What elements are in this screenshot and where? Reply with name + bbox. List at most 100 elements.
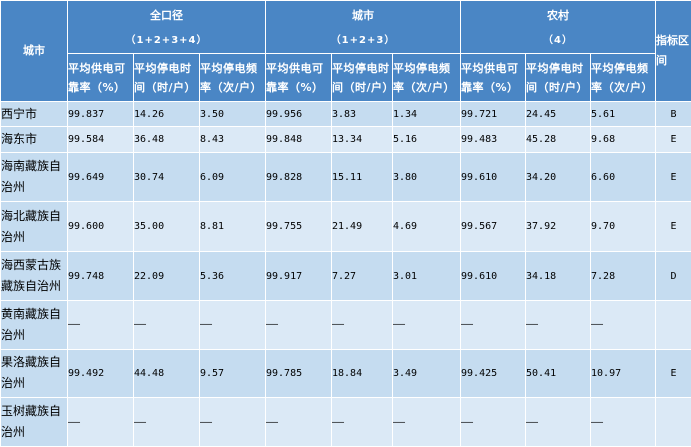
value-cell: —— — [590, 299, 657, 350]
group-header-rural: 农村 （4） — [460, 0, 657, 54]
index-range-cell — [655, 397, 691, 447]
value-cell: 36.48 — [133, 126, 200, 153]
index-range-cell: E — [655, 348, 691, 399]
table-row: 黄南藏族自治州 —— —— —— —— —— —— —— —— —— — [0, 299, 691, 350]
value-cell: 3.50 — [199, 100, 266, 128]
value-cell: 24.45 — [525, 100, 592, 128]
value-cell: 99.492 — [67, 348, 134, 399]
group-title: 城市 — [352, 9, 374, 22]
metric-header-outage-time: 平均停电时间（时/户） — [331, 53, 393, 102]
value-cell: 9.57 — [199, 348, 266, 399]
city-cell: 海南藏族自治州 — [0, 151, 68, 203]
metric-header-outage-frequency: 平均停电频率（次/户） — [391, 53, 462, 102]
value-cell: 18.84 — [331, 348, 393, 399]
value-cell: —— — [525, 299, 592, 350]
index-range-cell: B — [655, 100, 691, 128]
city-cell: 西宁市 — [0, 100, 68, 128]
value-cell: 44.48 — [133, 348, 200, 399]
table-row: 玉树藏族自治州 —— —— —— —— —— —— —— —— —— — [0, 397, 691, 447]
value-cell: —— — [460, 397, 527, 447]
value-cell: 34.18 — [525, 251, 592, 301]
metric-header-outage-time: 平均停电时间（时/户） — [525, 53, 592, 102]
value-cell: 5.61 — [590, 100, 657, 128]
table-row: 海北藏族自治州 99.600 35.00 8.81 99.755 21.49 4.69 99.… — [0, 201, 691, 253]
value-cell: 6.60 — [590, 151, 657, 203]
value-cell: 99.567 — [460, 201, 527, 253]
city-cell: 海北藏族自治州 — [0, 201, 68, 253]
value-cell: 8.81 — [199, 201, 266, 253]
value-cell: 21.49 — [331, 201, 393, 253]
group-header-all: 全口径 （1+2+3+4） — [67, 0, 266, 54]
value-cell: 10.97 — [590, 348, 657, 399]
table-row: 海东市 99.584 36.48 8.43 99.848 13.34 5.16 99.483 4… — [0, 126, 691, 153]
value-cell: 35.00 — [133, 201, 200, 253]
metric-header-outage-frequency: 平均停电频率（次/户） — [199, 53, 266, 102]
value-cell: 7.27 — [331, 251, 393, 301]
group-code: （4） — [543, 35, 574, 46]
value-cell: 99.584 — [67, 126, 134, 153]
value-cell: 3.80 — [391, 151, 462, 203]
index-range-cell: E — [655, 201, 691, 253]
value-cell: 45.28 — [525, 126, 592, 153]
metric-header-outage-time: 平均停电时间（时/户） — [133, 53, 200, 102]
value-cell: 50.41 — [525, 348, 592, 399]
value-cell: —— — [199, 397, 266, 447]
value-cell: 3.49 — [391, 348, 462, 399]
value-cell: 99.600 — [67, 201, 134, 253]
value-cell: 99.610 — [460, 251, 527, 301]
value-cell: 3.01 — [391, 251, 462, 301]
value-cell: 99.956 — [265, 100, 332, 128]
city-cell: 黄南藏族自治州 — [0, 299, 68, 350]
group-header-urban: 城市 （1+2+3） — [264, 0, 462, 54]
value-cell: 5.16 — [391, 126, 462, 153]
table-row: 海南藏族自治州 99.649 30.74 6.09 99.828 15.11 3.80 99.… — [0, 151, 691, 203]
value-cell: 6.09 — [199, 151, 266, 203]
value-cell: 99.917 — [265, 251, 332, 301]
value-cell: 14.26 — [133, 100, 200, 128]
metric-header-reliability: 平均供电可靠率（%） — [67, 53, 134, 102]
value-cell: —— — [525, 397, 592, 447]
value-cell: 99.483 — [460, 126, 527, 153]
index-range-header: 指标区间 — [655, 0, 691, 102]
value-cell: 99.610 — [460, 151, 527, 203]
value-cell: —— — [133, 397, 200, 447]
group-title: 全口径 — [150, 9, 183, 22]
value-cell: 99.755 — [265, 201, 332, 253]
value-cell: 99.828 — [265, 151, 332, 203]
value-cell: —— — [331, 397, 393, 447]
value-cell: 9.68 — [590, 126, 657, 153]
value-cell: 99.748 — [67, 251, 134, 301]
value-cell: 30.74 — [133, 151, 200, 203]
value-cell: 15.11 — [331, 151, 393, 203]
value-cell: 34.20 — [525, 151, 592, 203]
value-cell: 37.92 — [525, 201, 592, 253]
value-cell: —— — [391, 397, 462, 447]
index-range-cell — [655, 299, 691, 350]
value-cell: —— — [265, 397, 332, 447]
metric-header-reliability: 平均供电可靠率（%） — [460, 53, 527, 102]
value-cell: 99.425 — [460, 348, 527, 399]
value-cell: —— — [391, 299, 462, 350]
value-cell: 4.69 — [391, 201, 462, 253]
value-cell: —— — [590, 397, 657, 447]
value-cell: —— — [199, 299, 266, 350]
value-cell: —— — [265, 299, 332, 350]
table-row: 海西蒙古族藏族自治州 99.748 22.09 5.36 99.917 7.27 3.01 9… — [0, 251, 691, 301]
value-cell: 3.83 — [331, 100, 393, 128]
value-cell: 5.36 — [199, 251, 266, 301]
index-range-cell: E — [655, 151, 691, 203]
index-range-cell: D — [655, 251, 691, 301]
value-cell: 13.34 — [331, 126, 393, 153]
value-cell: —— — [133, 299, 200, 350]
metric-header-reliability: 平均供电可靠率（%） — [265, 53, 332, 102]
value-cell: 8.43 — [199, 126, 266, 153]
value-cell: —— — [460, 299, 527, 350]
value-cell: 99.848 — [265, 126, 332, 153]
group-title: 农村 — [547, 9, 570, 22]
table-row: 西宁市 99.837 14.26 3.50 99.956 3.83 1.34 99.721 24… — [0, 100, 691, 128]
city-cell: 海西蒙古族藏族自治州 — [0, 251, 68, 301]
value-cell: 7.28 — [590, 251, 657, 301]
value-cell: 1.34 — [391, 100, 462, 128]
city-cell: 海东市 — [0, 126, 68, 153]
